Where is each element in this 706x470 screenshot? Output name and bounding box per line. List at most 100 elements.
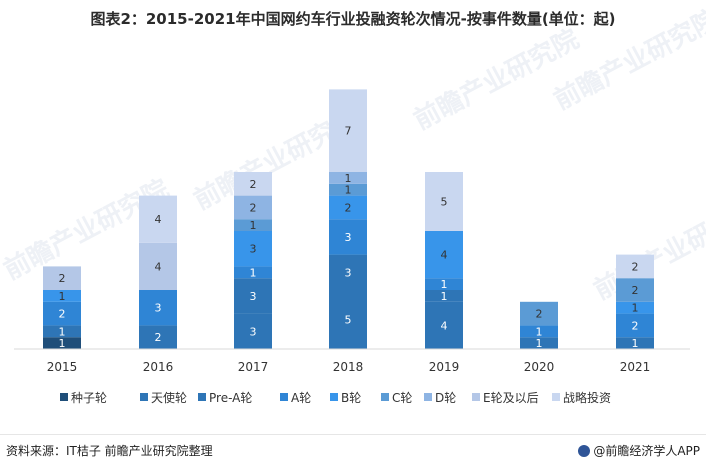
data-label: 1 [59, 337, 66, 350]
bar-segment [234, 231, 272, 267]
bar-segment [425, 290, 463, 302]
x-tick-label: 2015 [47, 360, 78, 374]
bar-segment [329, 219, 367, 255]
legend-swatch [198, 393, 206, 401]
data-label: 4 [441, 319, 448, 332]
data-label: 1 [536, 325, 543, 338]
bar-segment [43, 290, 81, 302]
legend-label: E轮及以后 [483, 391, 539, 405]
x-tick-label: 2017 [238, 360, 269, 374]
x-tick-label: 2018 [333, 360, 364, 374]
bar-segment [234, 313, 272, 349]
legend-swatch [424, 393, 432, 401]
x-tick-label: 2020 [524, 360, 555, 374]
data-label: 1 [632, 302, 639, 315]
bar-segment [329, 89, 367, 172]
legend-item: A轮 [280, 391, 311, 405]
bar-segment [43, 325, 81, 338]
legend-label: 天使轮 [151, 390, 187, 405]
legend-label: B轮 [341, 391, 361, 405]
data-label: 5 [441, 196, 448, 209]
bar-segment [234, 266, 272, 279]
legend: 种子轮 天使轮 Pre-A轮 A轮 B轮 C轮 D轮 E轮及以后 战略投资 [60, 390, 611, 405]
data-label: 7 [345, 125, 352, 138]
bar-segment [139, 325, 177, 349]
data-label: 3 [345, 231, 352, 244]
bar-segment [43, 337, 81, 349]
data-label: 3 [250, 325, 257, 338]
data-label: 4 [441, 249, 448, 262]
source-note: 资料来源：IT桔子 前瞻产业研究院整理 [6, 444, 213, 458]
data-label: 4 [155, 260, 162, 273]
data-label: 3 [345, 266, 352, 279]
bar-segment [329, 183, 367, 196]
legend-item: 战略投资 [552, 390, 611, 405]
data-label: 2 [536, 308, 543, 321]
bar-segment [234, 172, 272, 196]
bar-segment [616, 337, 654, 349]
data-label: 2 [155, 331, 162, 344]
data-label: 1 [441, 278, 448, 291]
bar-segment [616, 254, 654, 279]
data-label: 2 [59, 272, 66, 285]
x-tick-label: 2021 [620, 360, 651, 374]
bar-segment [139, 195, 177, 243]
legend-swatch [60, 393, 68, 401]
bar-segment [139, 290, 177, 326]
bar-segment [234, 195, 272, 220]
bar-segment [329, 290, 367, 349]
data-label: 2 [59, 308, 66, 321]
brand-text: @前瞻经济学人APP [593, 444, 700, 458]
legend-swatch [140, 393, 148, 401]
data-label: 5 [345, 314, 352, 327]
bar-segment [425, 172, 463, 231]
bar-segment [234, 219, 272, 231]
footer-divider [0, 434, 706, 435]
bar-segment [329, 195, 367, 220]
legend-item: 种子轮 [60, 391, 107, 405]
brand-credit: @前瞻经济学人APP [578, 442, 700, 459]
data-label: 4 [155, 213, 162, 226]
bar-segment [616, 313, 654, 338]
bar-segment [616, 301, 654, 314]
legend-item: Pre-A轮 [198, 391, 252, 405]
legend-label: A轮 [291, 391, 311, 405]
bar-segment [425, 301, 463, 349]
legend-swatch [330, 393, 338, 401]
x-tick-label: 2019 [429, 360, 460, 374]
legend-swatch [280, 393, 288, 401]
bar-segment [329, 254, 367, 290]
data-label: 2 [632, 284, 639, 297]
data-label: 2 [345, 201, 352, 214]
legend-item: 天使轮 [140, 390, 187, 405]
legend-label: 战略投资 [563, 390, 611, 405]
data-label: 3 [250, 243, 257, 256]
bar-segment [616, 278, 654, 302]
watermark-text: 前瞻产业研究院 [409, 23, 584, 136]
legend-item: E轮及以后 [472, 391, 539, 405]
data-label: 1 [250, 266, 257, 279]
legend-item: D轮 [424, 391, 456, 405]
bar-segment [520, 325, 558, 338]
bar-segment [43, 266, 81, 290]
legend-item: B轮 [330, 391, 361, 405]
data-label: 2 [632, 260, 639, 273]
watermark-text: 前瞻产业研究院 [549, 3, 706, 116]
data-label: 3 [250, 290, 257, 303]
data-label: 1 [632, 337, 639, 350]
chart-title: 图表2：2015-2021年中国网约车行业投融资轮次情况-按事件数量(单位：起) [90, 10, 616, 28]
bar-segment [43, 301, 81, 326]
legend-swatch [472, 393, 480, 401]
x-axis-tick-labels: 2015 2016 2017 2018 2019 2020 2021 [47, 360, 651, 374]
data-label: 1 [250, 219, 257, 232]
data-label: 1 [59, 290, 66, 303]
data-label: 2 [632, 319, 639, 332]
data-label: 3 [155, 302, 162, 315]
data-label: 1 [345, 184, 352, 197]
bar-segment [520, 301, 558, 326]
data-label: 1 [345, 172, 352, 185]
data-label: 2 [250, 178, 257, 191]
legend-label: Pre-A轮 [209, 391, 252, 405]
